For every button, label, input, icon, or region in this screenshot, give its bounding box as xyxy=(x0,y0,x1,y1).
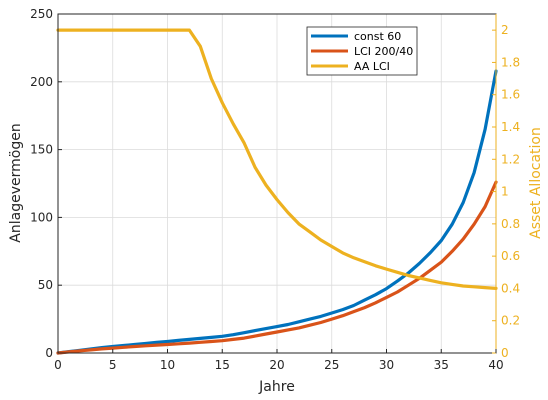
legend-label-const-60: const 60 xyxy=(354,30,401,43)
y-left-tick-label: 100 xyxy=(30,210,53,224)
y-left-tick-label: 200 xyxy=(30,75,53,89)
x-tick-label: 0 xyxy=(54,358,62,372)
series-line-aa-lci xyxy=(56,28,498,290)
legend-label-lci: LCI 200/40 xyxy=(354,45,413,58)
bottom-axis: 0 5 10 15 20 25 30 35 40 xyxy=(54,349,504,372)
legend: const 60 LCI 200/40 AA LCI xyxy=(306,26,418,76)
series-line-const-60 xyxy=(56,69,498,355)
y-left-tick-label: 150 xyxy=(30,143,53,157)
y-right-tick-label: 1.4 xyxy=(501,120,520,134)
series-lines xyxy=(56,28,498,355)
x-tick-label: 10 xyxy=(160,358,175,372)
y-right-tick-label: 0.2 xyxy=(501,314,520,328)
y-right-tick-label: 0.8 xyxy=(501,217,520,231)
x-tick-label: 40 xyxy=(488,358,503,372)
series-line-lci-200-40 xyxy=(56,180,498,355)
x-axis-label: Jahre xyxy=(258,379,295,395)
y-right-tick-label: 0 xyxy=(501,346,509,360)
x-tick-label: 15 xyxy=(215,358,230,372)
y-right-tick-label: 0.6 xyxy=(501,249,520,263)
left-axis: 0 50 100 150 200 250 xyxy=(30,7,62,360)
x-tick-label: 35 xyxy=(434,358,449,372)
x-tick-label: 25 xyxy=(324,358,339,372)
y-right-tick-label: 1.6 xyxy=(501,88,520,102)
legend-label-aa-lci: AA LCI xyxy=(354,60,390,73)
x-tick-label: 20 xyxy=(269,358,284,372)
y-left-tick-label: 250 xyxy=(30,7,53,21)
y-right-tick-label: 1.2 xyxy=(501,152,520,166)
y-right-tick-label: 2 xyxy=(501,23,509,37)
y-left-tick-label: 50 xyxy=(38,278,53,292)
x-tick-label: 5 xyxy=(109,358,117,372)
y-axis-left-label: Anlagevermögen xyxy=(8,123,24,242)
y-right-tick-label: 0.4 xyxy=(501,281,520,295)
grid xyxy=(58,14,496,353)
y-left-tick-label: 0 xyxy=(45,346,53,360)
y-right-tick-label: 1 xyxy=(501,185,509,199)
x-tick-label: 30 xyxy=(379,358,394,372)
right-axis: 0 0.2 0.4 0.6 0.8 1 1.2 1.4 1.6 1.8 2 xyxy=(492,14,520,360)
y-right-tick-label: 1.8 xyxy=(501,55,520,69)
y-axis-right-label: Asset Allocation xyxy=(528,127,544,239)
